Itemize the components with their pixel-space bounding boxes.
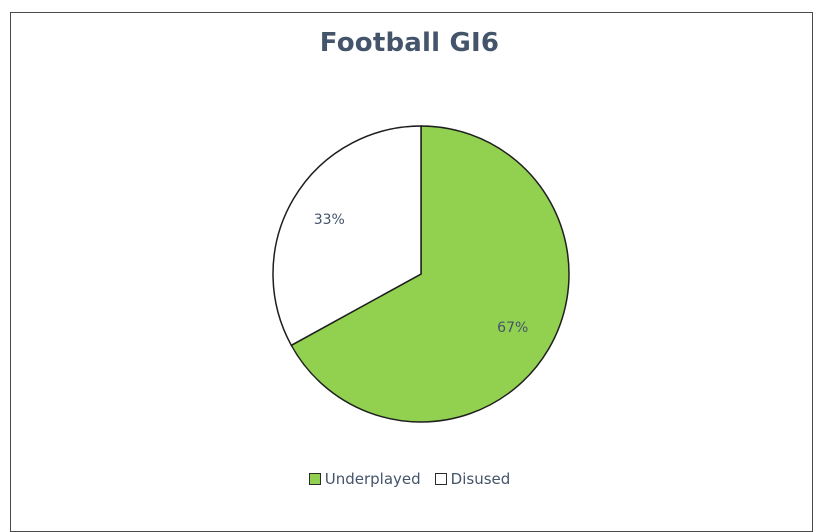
pie-slice-underplayed: [290, 125, 570, 423]
data-label-disused: 33%: [314, 212, 345, 228]
legend-label-disused: Disused: [450, 470, 511, 488]
legend-item-disused: Disused: [434, 470, 511, 488]
legend-swatch-underplayed: [308, 473, 321, 485]
legend: Underplayed Disused: [0, 470, 819, 488]
legend-swatch-disused: [434, 473, 447, 485]
data-label-underplayed: 67%: [497, 320, 528, 336]
pie-slices: [272, 125, 570, 423]
chart-title: Football GI6: [319, 28, 500, 58]
pie-chart: 67% 33%: [272, 125, 570, 423]
legend-label-underplayed: Underplayed: [324, 470, 421, 488]
pie-data-labels: 67% 33%: [314, 212, 529, 336]
legend-item-underplayed: Underplayed: [308, 470, 421, 488]
pie-slice-disused: [272, 125, 422, 347]
